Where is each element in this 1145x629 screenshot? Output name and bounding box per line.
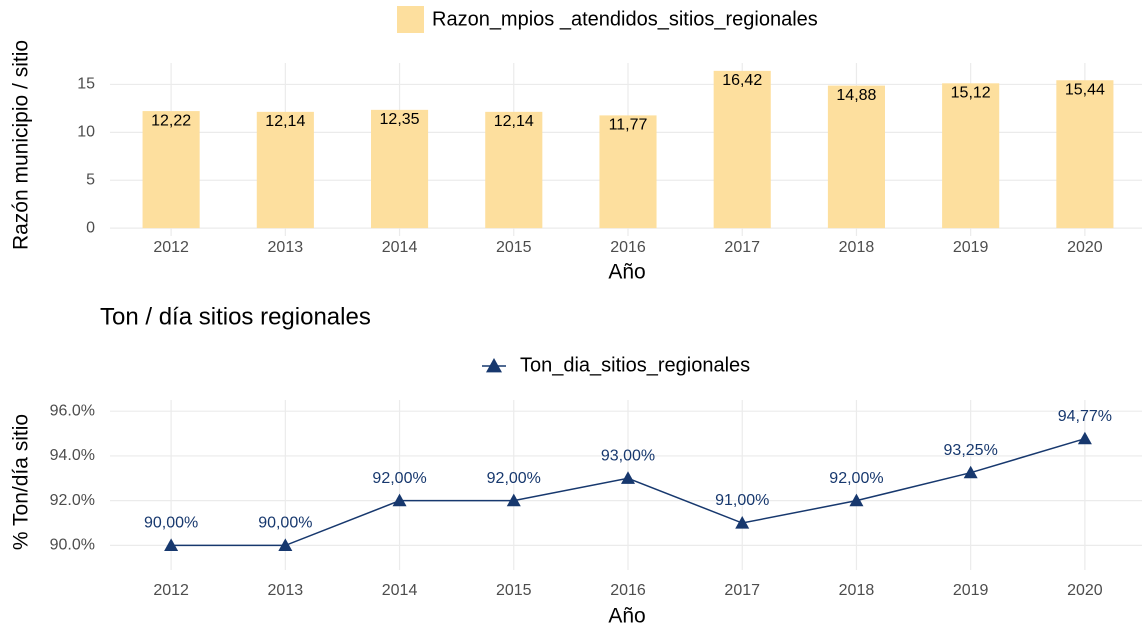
- x-tick-label: 2014: [382, 582, 418, 599]
- y-tick-label: 96.0%: [50, 402, 95, 419]
- bar: [1056, 80, 1114, 229]
- y-tick-label: 92.0%: [50, 492, 95, 509]
- marker: [735, 516, 750, 529]
- bar: [485, 111, 543, 229]
- x-tick-label: 2020: [1067, 582, 1103, 599]
- data-label: 16,42: [722, 72, 762, 89]
- data-label: 12,14: [265, 113, 305, 130]
- y-tick-label: 90.0%: [50, 537, 95, 554]
- legend-swatch: [397, 6, 424, 33]
- y-tick-label: 94.0%: [50, 447, 95, 464]
- x-tick-label: 2012: [153, 582, 189, 599]
- x-tick-label: 2020: [1067, 239, 1103, 256]
- data-label: 15,44: [1065, 81, 1105, 98]
- marker: [849, 493, 864, 507]
- data-label: 12,22: [151, 112, 191, 129]
- x-tick-label: 2019: [953, 239, 989, 256]
- data-label: 12,14: [494, 113, 534, 130]
- data-label: 12,35: [380, 111, 420, 128]
- marker: [506, 493, 521, 507]
- data-label: 92,00%: [829, 470, 883, 487]
- x-tick-label: 2013: [268, 239, 304, 256]
- y-axis-title: Razón municipio / sitio: [10, 40, 33, 250]
- data-label: 91,00%: [715, 492, 769, 509]
- y-tick-label: 10: [77, 124, 95, 141]
- data-label: 92,00%: [372, 470, 426, 487]
- data-label: 93,25%: [944, 442, 998, 459]
- data-label: 94,77%: [1058, 408, 1112, 425]
- marker: [621, 471, 635, 484]
- bar: [256, 111, 314, 229]
- legend-label: Ton_dia_sitios_regionales: [520, 354, 750, 376]
- x-tick-label: 2015: [496, 582, 532, 599]
- bar: [142, 111, 200, 229]
- legend-label: Razon_mpios _atendidos_sitios_regionales: [432, 8, 818, 30]
- bar: [713, 70, 771, 229]
- x-tick-label: 2015: [496, 239, 532, 256]
- x-tick-label: 2013: [268, 582, 304, 599]
- data-label: 14,88: [836, 87, 876, 104]
- data-label: 93,00%: [601, 448, 655, 465]
- marker: [963, 465, 978, 479]
- y-axis-title: % Ton/día sitio: [10, 414, 33, 550]
- x-tick-label: 2016: [610, 582, 646, 599]
- x-tick-label: 2018: [839, 239, 875, 256]
- bar: [942, 83, 1000, 229]
- x-tick-label: 2017: [724, 239, 760, 256]
- x-tick-label: 2018: [839, 582, 875, 599]
- x-axis-title: Año: [608, 605, 645, 628]
- marker: [278, 538, 293, 551]
- x-tick-label: 2017: [724, 582, 760, 599]
- x-tick-label: 2014: [382, 239, 418, 256]
- bar: [827, 85, 885, 229]
- y-tick-label: 15: [77, 76, 95, 93]
- x-axis-title: Año: [608, 261, 645, 284]
- y-tick-label: 0: [86, 219, 95, 236]
- marker: [1077, 431, 1092, 445]
- data-label: 90,00%: [144, 515, 198, 532]
- chart-title: Ton / día sitios regionales: [100, 303, 371, 330]
- data-label: 11,77: [609, 117, 648, 134]
- bar: [371, 109, 429, 229]
- data-label: 15,12: [951, 85, 991, 102]
- x-tick-label: 2012: [153, 239, 189, 256]
- legend-marker: [486, 358, 502, 373]
- data-label: 92,00%: [487, 470, 541, 487]
- marker: [392, 493, 407, 507]
- bar: [599, 115, 657, 229]
- data-label: 90,00%: [258, 515, 312, 532]
- x-tick-label: 2016: [610, 239, 646, 256]
- marker: [164, 538, 179, 551]
- x-tick-label: 2019: [953, 582, 989, 599]
- y-tick-label: 5: [86, 171, 95, 188]
